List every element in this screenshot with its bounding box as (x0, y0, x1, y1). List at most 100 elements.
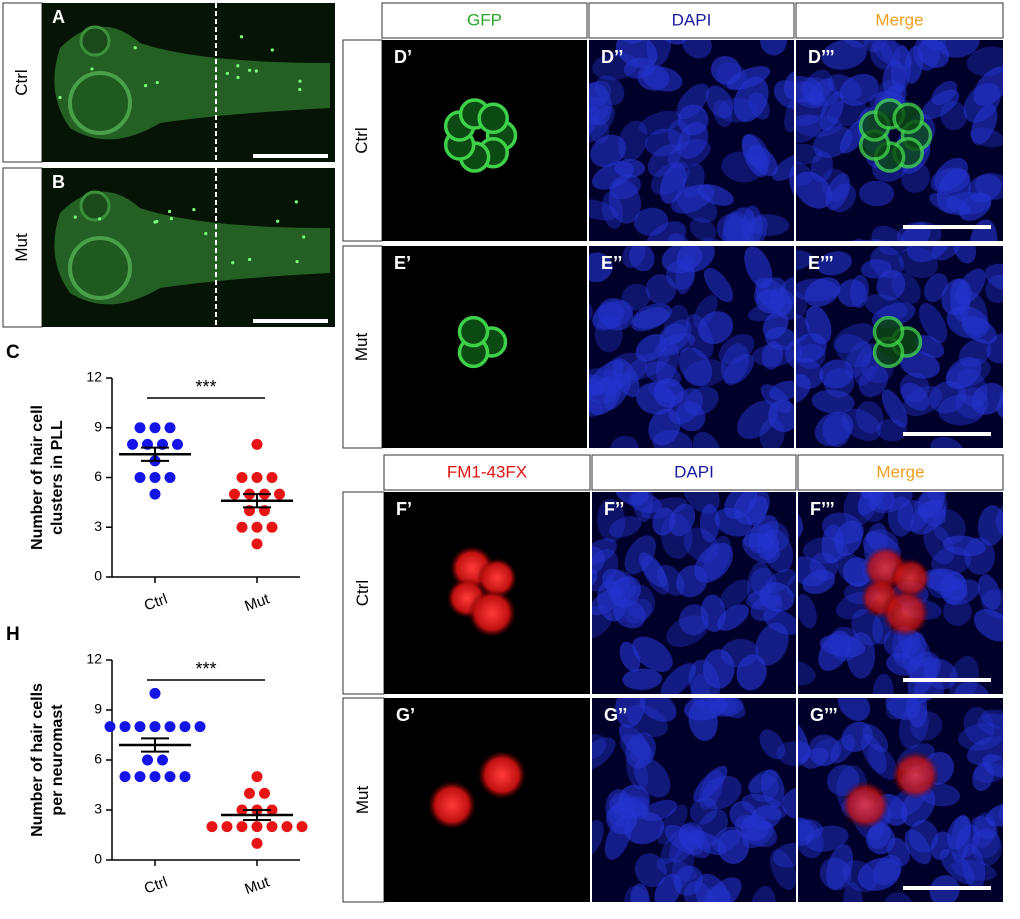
nucleus (827, 74, 862, 100)
nucleus (776, 741, 796, 767)
nucleus (929, 875, 960, 902)
micrograph (796, 246, 1003, 448)
spot (248, 257, 252, 262)
nucleus (961, 316, 998, 344)
embryo-image (42, 168, 335, 327)
nucleus (772, 153, 794, 181)
nucleus (816, 251, 852, 276)
panel-letter: E’’ (601, 253, 622, 273)
nucleus (691, 673, 711, 694)
data-point (172, 438, 183, 450)
nucleus (886, 652, 918, 676)
nucleus (819, 359, 854, 389)
data-point (266, 821, 278, 833)
y-tick-label: 0 (94, 851, 102, 867)
nucleus (703, 535, 732, 581)
nucleus (834, 520, 863, 556)
x-tick-label: Mut (242, 873, 272, 898)
y-tick-label: 12 (86, 651, 102, 667)
nucleus (628, 492, 662, 514)
nucleus (606, 803, 638, 835)
nucleus (687, 830, 727, 856)
nucleus (746, 495, 768, 526)
nucleus (726, 66, 771, 91)
panel-letter: F’ (396, 499, 412, 519)
nucleus (760, 769, 785, 808)
nucleus (685, 313, 714, 360)
nucleus (867, 744, 898, 780)
nucleus (819, 91, 844, 131)
nucleus (906, 698, 928, 728)
data-point (206, 821, 218, 833)
nucleus (723, 353, 754, 385)
nucleus (858, 365, 889, 398)
nucleus (592, 819, 604, 860)
micrograph (384, 492, 590, 694)
row-label: Ctrl (352, 127, 371, 153)
panel-letter: G’’ (604, 705, 627, 725)
nucleus (977, 713, 1003, 738)
nucleus (716, 62, 748, 91)
header-box (591, 454, 797, 491)
significance-label: *** (195, 377, 216, 397)
nucleus (602, 568, 630, 595)
data-point (251, 821, 263, 833)
nucleus (655, 333, 696, 357)
nucleus (589, 96, 609, 126)
nucleus (753, 277, 786, 306)
nucleus (657, 564, 685, 596)
nucleus (624, 584, 656, 620)
data-point (251, 538, 263, 550)
nucleus (945, 356, 982, 390)
nucleus (590, 134, 627, 168)
nucleus (839, 73, 879, 106)
nucleus (814, 411, 854, 446)
nucleus (759, 729, 785, 760)
y-tick-label: 6 (94, 468, 102, 484)
nucleus (828, 626, 861, 662)
nucleus (633, 207, 669, 236)
nucleus (859, 180, 895, 207)
spot (298, 87, 302, 92)
embryo-image (42, 3, 335, 162)
data-point (179, 771, 191, 783)
y-tick-label: 9 (94, 701, 102, 717)
nucleus (592, 301, 625, 331)
nucleus (932, 509, 966, 545)
cell (457, 315, 490, 348)
data-point (134, 422, 146, 434)
panel-letter: B (52, 172, 65, 192)
nucleus (798, 593, 817, 629)
nucleus (678, 347, 713, 386)
nucleus (592, 734, 607, 760)
nucleus (659, 323, 687, 346)
nucleus (655, 342, 680, 385)
micrograph (384, 698, 590, 902)
nucleus (876, 269, 906, 301)
nucleus (931, 80, 958, 106)
nucleus (821, 512, 864, 545)
row-label-box (342, 245, 383, 449)
x-tick-label: Ctrl (142, 874, 170, 898)
nucleus (660, 828, 690, 865)
nucleus (977, 574, 1001, 610)
header-box (795, 2, 1004, 39)
nucleus (970, 104, 998, 145)
cell (872, 315, 905, 348)
nucleus (713, 99, 733, 128)
nucleus (843, 881, 864, 902)
nucleus (969, 127, 1003, 148)
nucleus (693, 294, 718, 329)
nucleus (796, 81, 825, 109)
nucleus (798, 817, 814, 846)
nucleus (719, 579, 751, 609)
data-point (149, 771, 161, 783)
nucleus (926, 568, 956, 599)
nucleus (589, 105, 616, 143)
nucleus (720, 638, 759, 668)
nucleus (833, 323, 875, 353)
nucleus (634, 757, 671, 798)
row-label-box (342, 491, 385, 695)
nucleus (609, 516, 642, 538)
